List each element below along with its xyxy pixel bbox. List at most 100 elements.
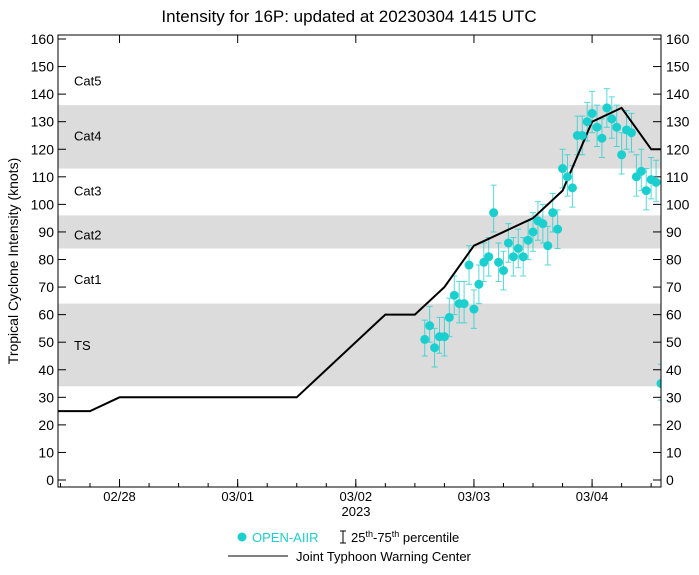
y-tick-label-left: 80 (38, 252, 54, 268)
y-tick-label-left: 110 (32, 169, 55, 185)
y-tick-label-right: 110 (666, 169, 689, 185)
x-tick-label: 02/28 (103, 489, 136, 504)
y-tick-label-left: 0 (46, 472, 54, 488)
data-point (518, 252, 528, 262)
y-tick-label-right: 10 (666, 444, 682, 460)
data-point (543, 241, 553, 251)
y-tick-label-left: 130 (31, 114, 55, 130)
data-point (607, 114, 617, 124)
data-point (597, 133, 607, 143)
data-point (582, 117, 592, 127)
y-tick-label-right: 150 (666, 59, 690, 75)
x-tick-label: 03/04 (576, 489, 609, 504)
data-point (503, 238, 513, 248)
y-tick-label-right: 90 (666, 224, 682, 240)
legend: OPEN-AIIR 25th-75th percentile Joint Typ… (228, 529, 472, 564)
y-tick-label-left: 10 (38, 444, 54, 460)
y-tick-label-left: 50 (38, 334, 54, 350)
data-point (656, 379, 661, 389)
data-point (494, 257, 504, 267)
data-point (553, 224, 563, 234)
jtwc-line (58, 106, 661, 413)
y-tick-label-left: 140 (31, 86, 55, 102)
data-point (449, 290, 459, 300)
category-label-cat5: Cat5 (74, 73, 101, 88)
data-point (612, 122, 622, 132)
y-tick-label-right: 40 (666, 362, 682, 378)
data-point (602, 103, 612, 113)
data-point (474, 279, 484, 289)
category-label-ts: TS (74, 338, 91, 353)
category-band-ts (58, 303, 661, 387)
y-tick-label-left: 120 (31, 141, 55, 157)
y-tick-label-right: 20 (666, 417, 682, 433)
legend-jtwc: Joint Typhoon Warning Center (296, 549, 472, 564)
y-tick-label-right: 100 (666, 196, 690, 212)
category-label-cat2: Cat2 (74, 228, 101, 243)
y-axis-label: Tropical Cyclone Intensity (knots) (5, 158, 21, 364)
legend-open-aiir: OPEN-AIIR (252, 530, 318, 545)
y-tick-label-right: 60 (666, 307, 682, 323)
data-point (636, 166, 646, 176)
data-point (592, 122, 602, 132)
category-label-cat3: Cat3 (74, 184, 101, 199)
data-point (567, 183, 577, 193)
x-axis-year-label: 2023 (342, 504, 371, 519)
data-point (641, 186, 651, 196)
data-point (538, 219, 548, 229)
data-point (577, 130, 587, 140)
y-tick-label-left: 70 (38, 279, 54, 295)
y-tick-label-left: 150 (31, 59, 55, 75)
data-point (459, 299, 469, 309)
legend-point-marker (237, 532, 247, 542)
y-tick-label-right: 70 (666, 279, 682, 295)
y-tick-label-right: 0 (666, 472, 674, 488)
legend-errorbar-marker (340, 530, 346, 544)
data-point (425, 321, 435, 331)
y-tick-label-right: 130 (666, 114, 690, 130)
y-tick-label-right: 50 (666, 334, 682, 350)
data-point (439, 332, 449, 342)
chart-title: Intensity for 16P: updated at 20230304 1… (161, 7, 536, 26)
data-point (444, 312, 454, 322)
y-tick-label-left: 20 (38, 417, 54, 433)
category-label-cat1: Cat1 (74, 272, 101, 287)
y-tick-label-left: 40 (38, 362, 54, 378)
x-tick-label: 03/03 (458, 489, 491, 504)
x-tick-label: 03/01 (221, 489, 254, 504)
data-point (587, 108, 597, 118)
y-tick-label-right: 160 (666, 31, 690, 47)
y-tick-label-right: 30 (666, 389, 682, 405)
plot-frame (57, 34, 662, 488)
x-tick-label: 03/02 (340, 489, 373, 504)
data-point (558, 164, 568, 174)
y-tick-label-right: 80 (666, 252, 682, 268)
data-point (420, 334, 430, 344)
data-point (430, 343, 440, 353)
category-label-cat4: Cat4 (74, 128, 101, 143)
y-tick-label-left: 60 (38, 307, 54, 323)
data-point (528, 227, 538, 237)
data-point (469, 304, 479, 314)
data-point (513, 243, 523, 253)
data-point (498, 266, 508, 276)
y-tick-label-left: 30 (38, 389, 54, 405)
data-point (523, 235, 533, 245)
legend-percentile: 25th-75th percentile (351, 529, 459, 545)
data-point (626, 128, 636, 138)
errorbar (658, 363, 661, 401)
data-point (562, 172, 572, 182)
data-point (651, 177, 661, 187)
y-tick-label-left: 160 (31, 31, 55, 47)
y-tick-label-left: 90 (38, 224, 54, 240)
data-point (464, 260, 474, 270)
data-point (617, 150, 627, 160)
category-band-cat2 (58, 215, 661, 249)
data-point (484, 252, 494, 262)
category-band-cat4 (58, 105, 661, 169)
y-tick-label-right: 140 (666, 86, 690, 102)
data-point (548, 208, 558, 218)
data-point (508, 252, 518, 262)
